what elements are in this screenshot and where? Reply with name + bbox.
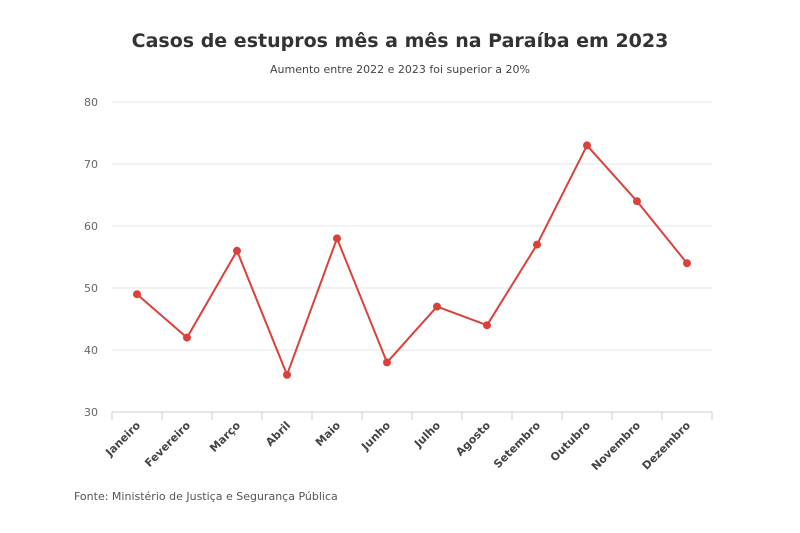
source-note: Fonte: Ministério de Justiça e Segurança… xyxy=(74,490,338,503)
data-point[interactable] xyxy=(333,234,341,243)
series-line-path xyxy=(136,144,688,376)
y-tick-label: 30 xyxy=(84,406,98,419)
y-tick-label: 80 xyxy=(84,96,98,109)
data-point[interactable] xyxy=(133,290,141,299)
x-tick-label: Setembro xyxy=(491,419,543,471)
data-point[interactable] xyxy=(633,197,641,206)
x-tick-label: Novembro xyxy=(589,419,644,474)
x-tick-label: Julho xyxy=(411,419,443,451)
y-tick-label: 60 xyxy=(84,220,98,233)
y-tick-label: 70 xyxy=(84,158,98,171)
x-axis: Janeiro Fevereiro Março Abril Maio Junho Julho… xyxy=(102,411,713,474)
x-tick-label: Maio xyxy=(313,419,344,450)
data-point[interactable] xyxy=(683,259,691,268)
x-tick-label: Agosto xyxy=(453,419,493,459)
x-tick-label: Junho xyxy=(358,419,393,454)
y-tick-label: 50 xyxy=(84,282,98,295)
data-point[interactable] xyxy=(483,321,491,330)
x-tick-label: Fevereiro xyxy=(142,419,193,470)
data-point[interactable] xyxy=(283,370,291,379)
x-tick-label: Outubro xyxy=(548,419,594,465)
data-point[interactable] xyxy=(233,246,241,255)
x-tick-label: Abril xyxy=(263,419,293,449)
x-tick-label: Dezembro xyxy=(640,419,694,473)
series-line xyxy=(133,141,691,379)
y-tick-label: 40 xyxy=(84,344,98,357)
x-tick-label: Janeiro xyxy=(102,419,143,460)
y-axis: 30 40 50 60 70 80 xyxy=(84,96,98,419)
data-point[interactable] xyxy=(533,240,541,249)
data-point[interactable] xyxy=(433,302,441,311)
data-point[interactable] xyxy=(583,141,591,150)
x-tick-label: Março xyxy=(207,419,243,455)
gridlines xyxy=(112,101,712,351)
chart-subtitle: Aumento entre 2022 e 2023 foi superior a… xyxy=(270,63,530,76)
data-point[interactable] xyxy=(383,358,391,367)
data-point[interactable] xyxy=(183,333,191,342)
chart-title: Casos de estupros mês a mês na Paraíba e… xyxy=(131,30,669,52)
